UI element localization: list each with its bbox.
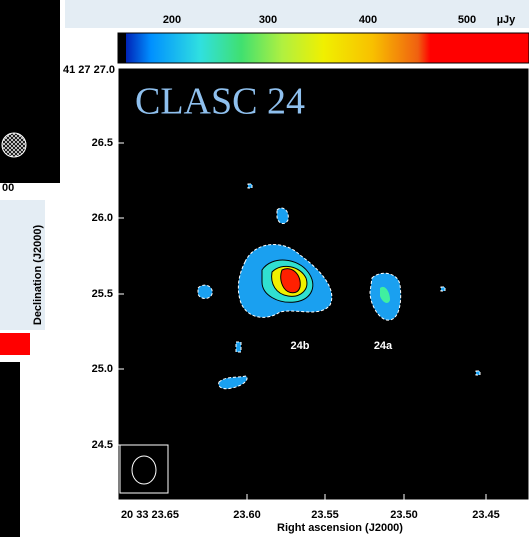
top-background xyxy=(65,0,529,28)
source-blob xyxy=(276,207,289,225)
contour xyxy=(280,268,301,294)
title: CLASC 24 xyxy=(135,81,305,123)
source-label: 24a xyxy=(374,340,393,352)
x-tick-label: 20 33 23.65 xyxy=(121,509,179,521)
source-blob xyxy=(247,183,253,189)
source-blob xyxy=(197,284,213,299)
x-tick-label: 23.45 xyxy=(472,509,500,521)
ticks xyxy=(118,142,487,500)
y-tick-label: 41 27 27.0 xyxy=(63,64,115,76)
x-tick-label: 23.60 xyxy=(233,509,261,521)
source-label: 24b xyxy=(291,340,310,352)
side-image xyxy=(0,0,60,12)
map xyxy=(117,67,529,501)
side-beam xyxy=(1,132,27,158)
source-blob xyxy=(475,370,481,376)
emission xyxy=(197,183,481,390)
x-axis-label: Right ascension (J2000) xyxy=(277,522,403,534)
y-tick-label: 26.5 xyxy=(92,137,113,149)
colorbar-tick-label: 200 xyxy=(163,14,181,26)
side-colorbar xyxy=(0,333,30,355)
colorbar xyxy=(117,32,529,64)
beam-box xyxy=(119,444,169,494)
y-tick-label: 25.0 xyxy=(92,363,113,375)
colorbar-unit: µJy xyxy=(497,14,516,26)
y-tick-label: 25.5 xyxy=(92,288,113,300)
colorbar-low xyxy=(118,33,126,63)
y-tick-label: 24.5 xyxy=(92,439,113,451)
x-tick-label: 23.55 xyxy=(311,509,339,521)
beam xyxy=(131,455,157,485)
side-image xyxy=(0,362,20,537)
source-blob xyxy=(235,341,242,353)
source-blob xyxy=(218,375,248,390)
contour xyxy=(380,286,390,303)
x-tick-label: 23.50 xyxy=(390,509,418,521)
side-panel: 00 xyxy=(0,0,60,537)
colorbar-tick-label: 300 xyxy=(259,14,277,26)
y-tick-label: 26.0 xyxy=(92,212,113,224)
side-tick-label: 00 xyxy=(2,182,14,194)
source-blob xyxy=(440,286,446,292)
colorbar-tick-label: 400 xyxy=(359,14,377,26)
y-axis-label: Declination (J2000) xyxy=(32,225,44,326)
colorbar-tick-label: 500 xyxy=(458,14,476,26)
side-background xyxy=(0,200,45,330)
